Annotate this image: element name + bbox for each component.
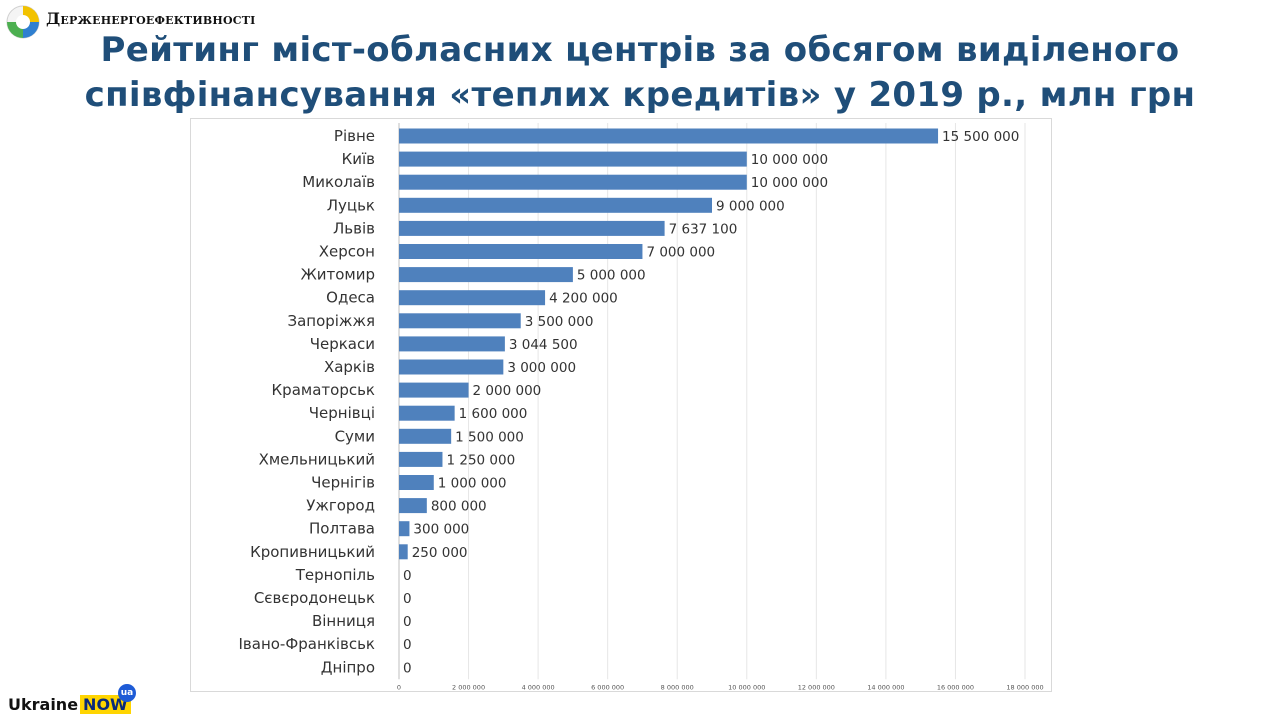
category-label: Житомир	[301, 266, 375, 284]
bar	[399, 336, 505, 352]
category-label: Київ	[342, 150, 375, 168]
bar-chart: Рівне 15 500 000 Київ 10 000 000 Миколаїв 10 …	[238, 123, 1044, 691]
bar	[399, 359, 504, 375]
data-label: 2 000 000	[473, 383, 542, 399]
data-label: 4 200 000	[549, 291, 618, 307]
data-label: 5 000 000	[577, 268, 646, 284]
tick-label: 14 000 000	[867, 683, 904, 691]
bar	[399, 220, 665, 236]
category-label: Дніпро	[321, 658, 375, 676]
category-label: Одеса	[326, 289, 375, 307]
tick-label: 12 000 000	[798, 683, 835, 691]
data-label: 1 250 000	[446, 452, 515, 468]
ukraine-now-wordmark: Ukraine NOW	[8, 695, 131, 714]
tick-label: 10 000 000	[728, 683, 765, 691]
category-label: Кропивницький	[250, 543, 375, 561]
category-label: Краматорськ	[272, 381, 375, 399]
data-label: 1 000 000	[438, 476, 507, 492]
bar	[399, 521, 410, 537]
tick-label: 2 000 000	[452, 683, 485, 691]
brand-text: Ukraine	[8, 695, 79, 714]
tick-label: 16 000 000	[937, 683, 974, 691]
data-label: 10 000 000	[751, 175, 828, 191]
data-label: 3 044 500	[509, 337, 578, 353]
title-line-1: Рейтинг міст-обласних центрів за обсягом…	[100, 30, 1180, 70]
data-label: 7 637 100	[669, 221, 738, 237]
data-label: 300 000	[413, 522, 469, 538]
logo-icon	[6, 5, 40, 39]
chart-area: Рівне 15 500 000 Київ 10 000 000 Миколаїв 10 …	[190, 118, 1052, 692]
page-title: Рейтинг міст-обласних центрів за обсягом…	[60, 28, 1220, 118]
data-label: 15 500 000	[942, 129, 1019, 145]
category-label: Харків	[324, 358, 375, 376]
data-label: 0	[403, 614, 412, 630]
brand-highlight: NOW	[80, 695, 131, 714]
category-label: Черкаси	[310, 335, 375, 353]
bar	[399, 244, 643, 259]
category-label: Рівне	[334, 127, 375, 145]
bar	[399, 197, 712, 213]
tick-label: 6 000 000	[591, 683, 624, 691]
data-label: 3 000 000	[507, 360, 576, 376]
category-label: Полтава	[309, 520, 375, 538]
category-label: Львів	[333, 219, 375, 237]
category-label: Суми	[335, 427, 375, 445]
bar	[399, 382, 469, 398]
bar	[399, 498, 427, 514]
category-label: Хмельницький	[259, 450, 375, 468]
bar	[399, 151, 747, 167]
data-label: 0	[403, 591, 412, 607]
data-label: 7 000 000	[646, 245, 715, 261]
tick-label: 8 000 000	[661, 683, 694, 691]
data-label: 1 500 000	[455, 429, 524, 445]
data-label: 10 000 000	[751, 152, 828, 168]
data-label: 9 000 000	[716, 198, 785, 214]
data-label: 3 500 000	[525, 314, 594, 330]
tick-label: 0	[397, 683, 401, 691]
org-name: Держенергоефективності	[46, 9, 256, 28]
data-label: 0	[403, 568, 412, 584]
data-label: 0	[403, 637, 412, 653]
category-label: Миколаїв	[302, 173, 375, 191]
bar	[399, 428, 452, 444]
bar	[399, 405, 455, 421]
bar	[399, 451, 443, 467]
bar	[399, 267, 573, 283]
category-label: Ужгород	[306, 497, 375, 515]
bar	[399, 313, 521, 329]
data-label: 1 600 000	[459, 406, 528, 422]
bar	[399, 128, 939, 144]
category-label: Запоріжжя	[287, 312, 375, 330]
bar	[399, 290, 546, 306]
data-label: 250 000	[412, 545, 468, 561]
bar	[399, 174, 747, 190]
category-label: Івано-Франківськ	[238, 635, 375, 653]
category-label: Тернопіль	[295, 566, 375, 584]
category-label: Чернігів	[311, 474, 375, 492]
brand-badge: ua	[118, 684, 136, 702]
tick-label: 18 000 000	[1006, 683, 1043, 691]
category-label: Чернівці	[309, 404, 375, 422]
title-line-2: співфінансування «теплих кредитів» у 201…	[84, 75, 1196, 115]
category-label: Луцьк	[327, 196, 375, 214]
tick-label: 4 000 000	[522, 683, 555, 691]
category-label: Вінниця	[312, 612, 375, 630]
data-label: 0	[403, 660, 412, 676]
bar	[399, 544, 408, 560]
bar	[399, 475, 434, 490]
category-label: Сєвєродонецьк	[254, 589, 375, 607]
category-label: Херсон	[319, 243, 375, 261]
data-label: 800 000	[431, 499, 487, 515]
